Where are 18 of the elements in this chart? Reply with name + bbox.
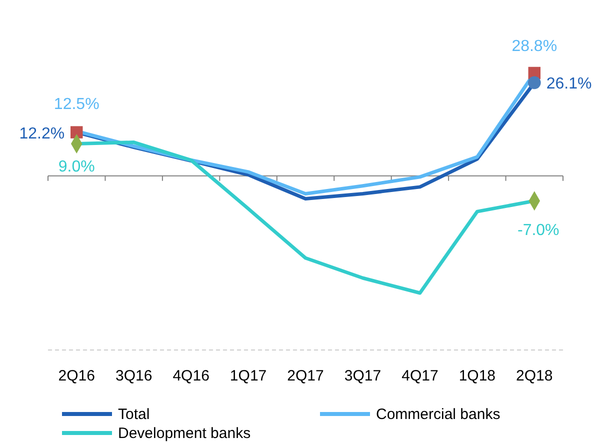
x-tick-label: 2Q16	[58, 368, 95, 385]
legend-label: Development banks	[118, 425, 251, 442]
data-label: 26.1%	[546, 76, 592, 93]
data-label: -7.0%	[517, 222, 560, 239]
data-label: 12.2%	[19, 125, 65, 142]
x-tick-label: 1Q17	[230, 368, 267, 385]
x-tick-label: 4Q17	[402, 368, 438, 385]
data-label: 28.8%	[512, 38, 558, 55]
data-label: 12.5%	[54, 96, 100, 114]
x-tick-label: 4Q16	[172, 368, 210, 385]
legend-label: Commercial banks	[376, 406, 500, 423]
x-tick-label: 1Q18	[458, 368, 496, 385]
x-tick-label: 2Q18	[516, 368, 553, 385]
x-tick-label: 2Q17	[287, 368, 324, 385]
x-tick-label: 3Q17	[344, 368, 382, 385]
data-label: 9.0%	[58, 158, 95, 176]
x-tick-label: 3Q16	[115, 368, 152, 385]
legend-label: Total	[118, 406, 150, 423]
